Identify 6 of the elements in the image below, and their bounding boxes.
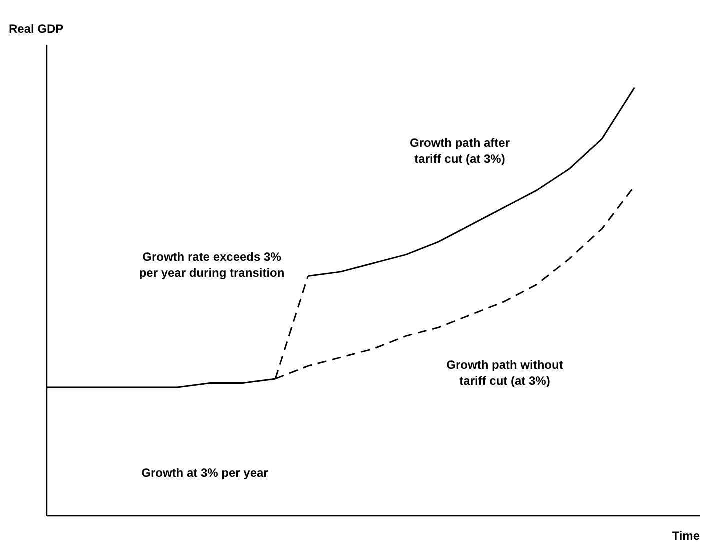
annotation: Growth path after tariff cut (at 3%)	[410, 136, 510, 166]
annotation: Growth rate exceeds 3% per year during transition	[139, 250, 285, 280]
annotation: Growth path without tariff cut (at 3%)	[446, 358, 564, 388]
x-axis-title: Time	[672, 529, 700, 542]
annotation: Growth at 3% per year	[142, 466, 269, 480]
y-axis-title: Real GDP	[9, 22, 64, 36]
